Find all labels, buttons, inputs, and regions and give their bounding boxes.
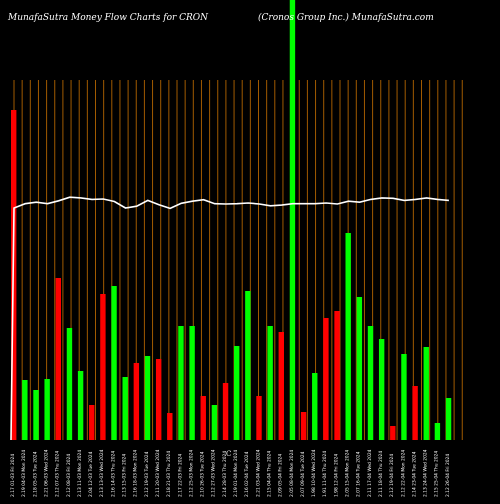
bar-7	[77, 371, 84, 440]
bar-37	[412, 386, 418, 440]
x-tick-label: 2.13 15-03 Fri 2024	[122, 454, 128, 497]
bar-24	[267, 326, 273, 440]
x-tick-label: 2.12 26-04 Fri 2024	[445, 454, 451, 497]
x-tick-label: 2.12 25-03 Mon 2024	[188, 450, 194, 497]
x-tick-label: 2.17 22-03 Fri 2024	[177, 454, 183, 497]
x-tick-label: 2.12 19-03 Tue 2024	[144, 451, 150, 497]
bar-27	[300, 412, 307, 440]
bar-19	[211, 405, 218, 440]
bar-6	[66, 328, 73, 440]
bar-22	[245, 291, 251, 440]
x-tick-label: 2.14 23-04 Tue 2024	[411, 451, 417, 497]
bar-15	[167, 413, 173, 440]
x-tick-label: 1.91 11-04 Thu 2024	[322, 451, 328, 497]
bar-33	[367, 326, 374, 440]
x-tick-label: 2.12 07-03 Thu 2024	[55, 451, 61, 497]
bar-38	[423, 347, 429, 440]
bar-21	[234, 346, 240, 440]
x-tick-label: 2.05 15-04 Mon 2024	[345, 450, 351, 497]
x-tick-label: 2.13 13-03 Wed 2024	[99, 449, 105, 497]
x-tick-label: 2.09 05-04 Fri 2024	[278, 454, 284, 497]
bar-20	[222, 383, 229, 440]
chart-source: (Cronos Group Inc.) MunafaSutra.com	[258, 13, 434, 23]
bar-31	[345, 233, 351, 440]
bar-5	[55, 278, 61, 440]
bar-10	[111, 286, 117, 440]
bar-2	[22, 380, 28, 440]
bar-3	[33, 390, 39, 440]
bar-40	[445, 398, 452, 440]
x-tick-label: 2.13 11-03 Mon 2024	[77, 450, 83, 497]
x-tick-label: 2.14 28-03 Thu 2024	[222, 451, 228, 497]
x-tick-label: 2.10 26-03 Tue 2024	[200, 451, 206, 497]
x-tick-label: 2.11 20-03 Wed 2024	[155, 449, 161, 497]
x-tick-label: 2.19 01-04 Mon 2024	[233, 450, 239, 497]
bar-16	[178, 326, 184, 440]
x-tick-label: 2.19 04-03 Mon 2024	[21, 450, 27, 497]
bar-34	[378, 339, 385, 440]
x-tick-label: 1.98 12-04 Fri 2024	[333, 454, 339, 497]
bar-11	[122, 377, 128, 440]
x-tick-label: 2.13 24-04 Wed 2024	[423, 449, 429, 497]
bar-23	[256, 396, 262, 440]
x-tick-label: 2.18 05-03 Tue 2024	[32, 451, 38, 497]
bar-25	[278, 332, 284, 440]
x-tick-label: 2.11 18-04 Thu 2024	[378, 451, 384, 497]
bar-35	[390, 426, 396, 440]
bar-14	[155, 359, 162, 440]
x-tick-label: 2.04 12-03 Tue 2024	[88, 451, 94, 497]
x-tick-label: 2.07 09-04 Tue 2024	[300, 451, 306, 497]
x-tick-label: 2.18 21-03 Thu 2024	[166, 451, 172, 497]
x-tick-label: 2.05 08-04 Mon 2024	[289, 450, 295, 497]
x-tick-label: 2.16 18-03 Mon 2024	[133, 450, 139, 497]
x-tick-label: 2.15 25-04 Thu 2024	[434, 451, 440, 497]
bar-12	[133, 363, 140, 440]
bar-36	[401, 354, 407, 440]
x-tick-label: 2.17 01-03 Fri 2024	[10, 454, 16, 497]
bar-8	[89, 405, 95, 440]
bar-4	[44, 379, 50, 440]
bar-30	[334, 311, 340, 440]
bar-32	[356, 297, 363, 440]
money-flow-line	[10, 196, 449, 441]
x-tick-label: 1.98 10-04 Wed 2024	[311, 449, 317, 497]
x-tick-label: 2.15 04-04 Thu 2024	[266, 451, 272, 497]
chart-title: MunafaSutra Money Flow Charts for CRON	[8, 13, 209, 23]
bar-18	[200, 396, 206, 440]
bar-9	[100, 294, 106, 440]
x-tick-label: 2.16 14-03 Thu 2024	[110, 451, 116, 497]
x-tick-label: 2.11 17-04 Wed 2024	[367, 449, 373, 497]
bar-26	[289, 0, 296, 440]
x-tick-label: 2.21 03-04 Wed 2024	[255, 449, 261, 497]
x-tick-label: 2.07 16-04 Tue 2024	[356, 451, 362, 497]
x-tick-label: 2.16 02-04 Tue 2024	[244, 451, 250, 497]
bar-29	[323, 318, 329, 440]
x-tick-label: 2.21 06-03 Wed 2024	[43, 449, 49, 497]
bar-13	[144, 356, 151, 440]
x-tick-label: 2.12 08-03 Fri 2024	[66, 454, 72, 497]
x-tick-label: 2.12 19-04 Fri 2024	[389, 454, 395, 497]
bar-39	[434, 423, 441, 440]
x-axis-marker: C	[226, 450, 231, 458]
x-tick-label: 2.12 27-03 Wed 2024	[211, 449, 217, 497]
x-tick-label: 2.12 22-04 Mon 2024	[400, 450, 406, 497]
bar-28	[312, 373, 318, 440]
bar-17	[189, 326, 195, 440]
